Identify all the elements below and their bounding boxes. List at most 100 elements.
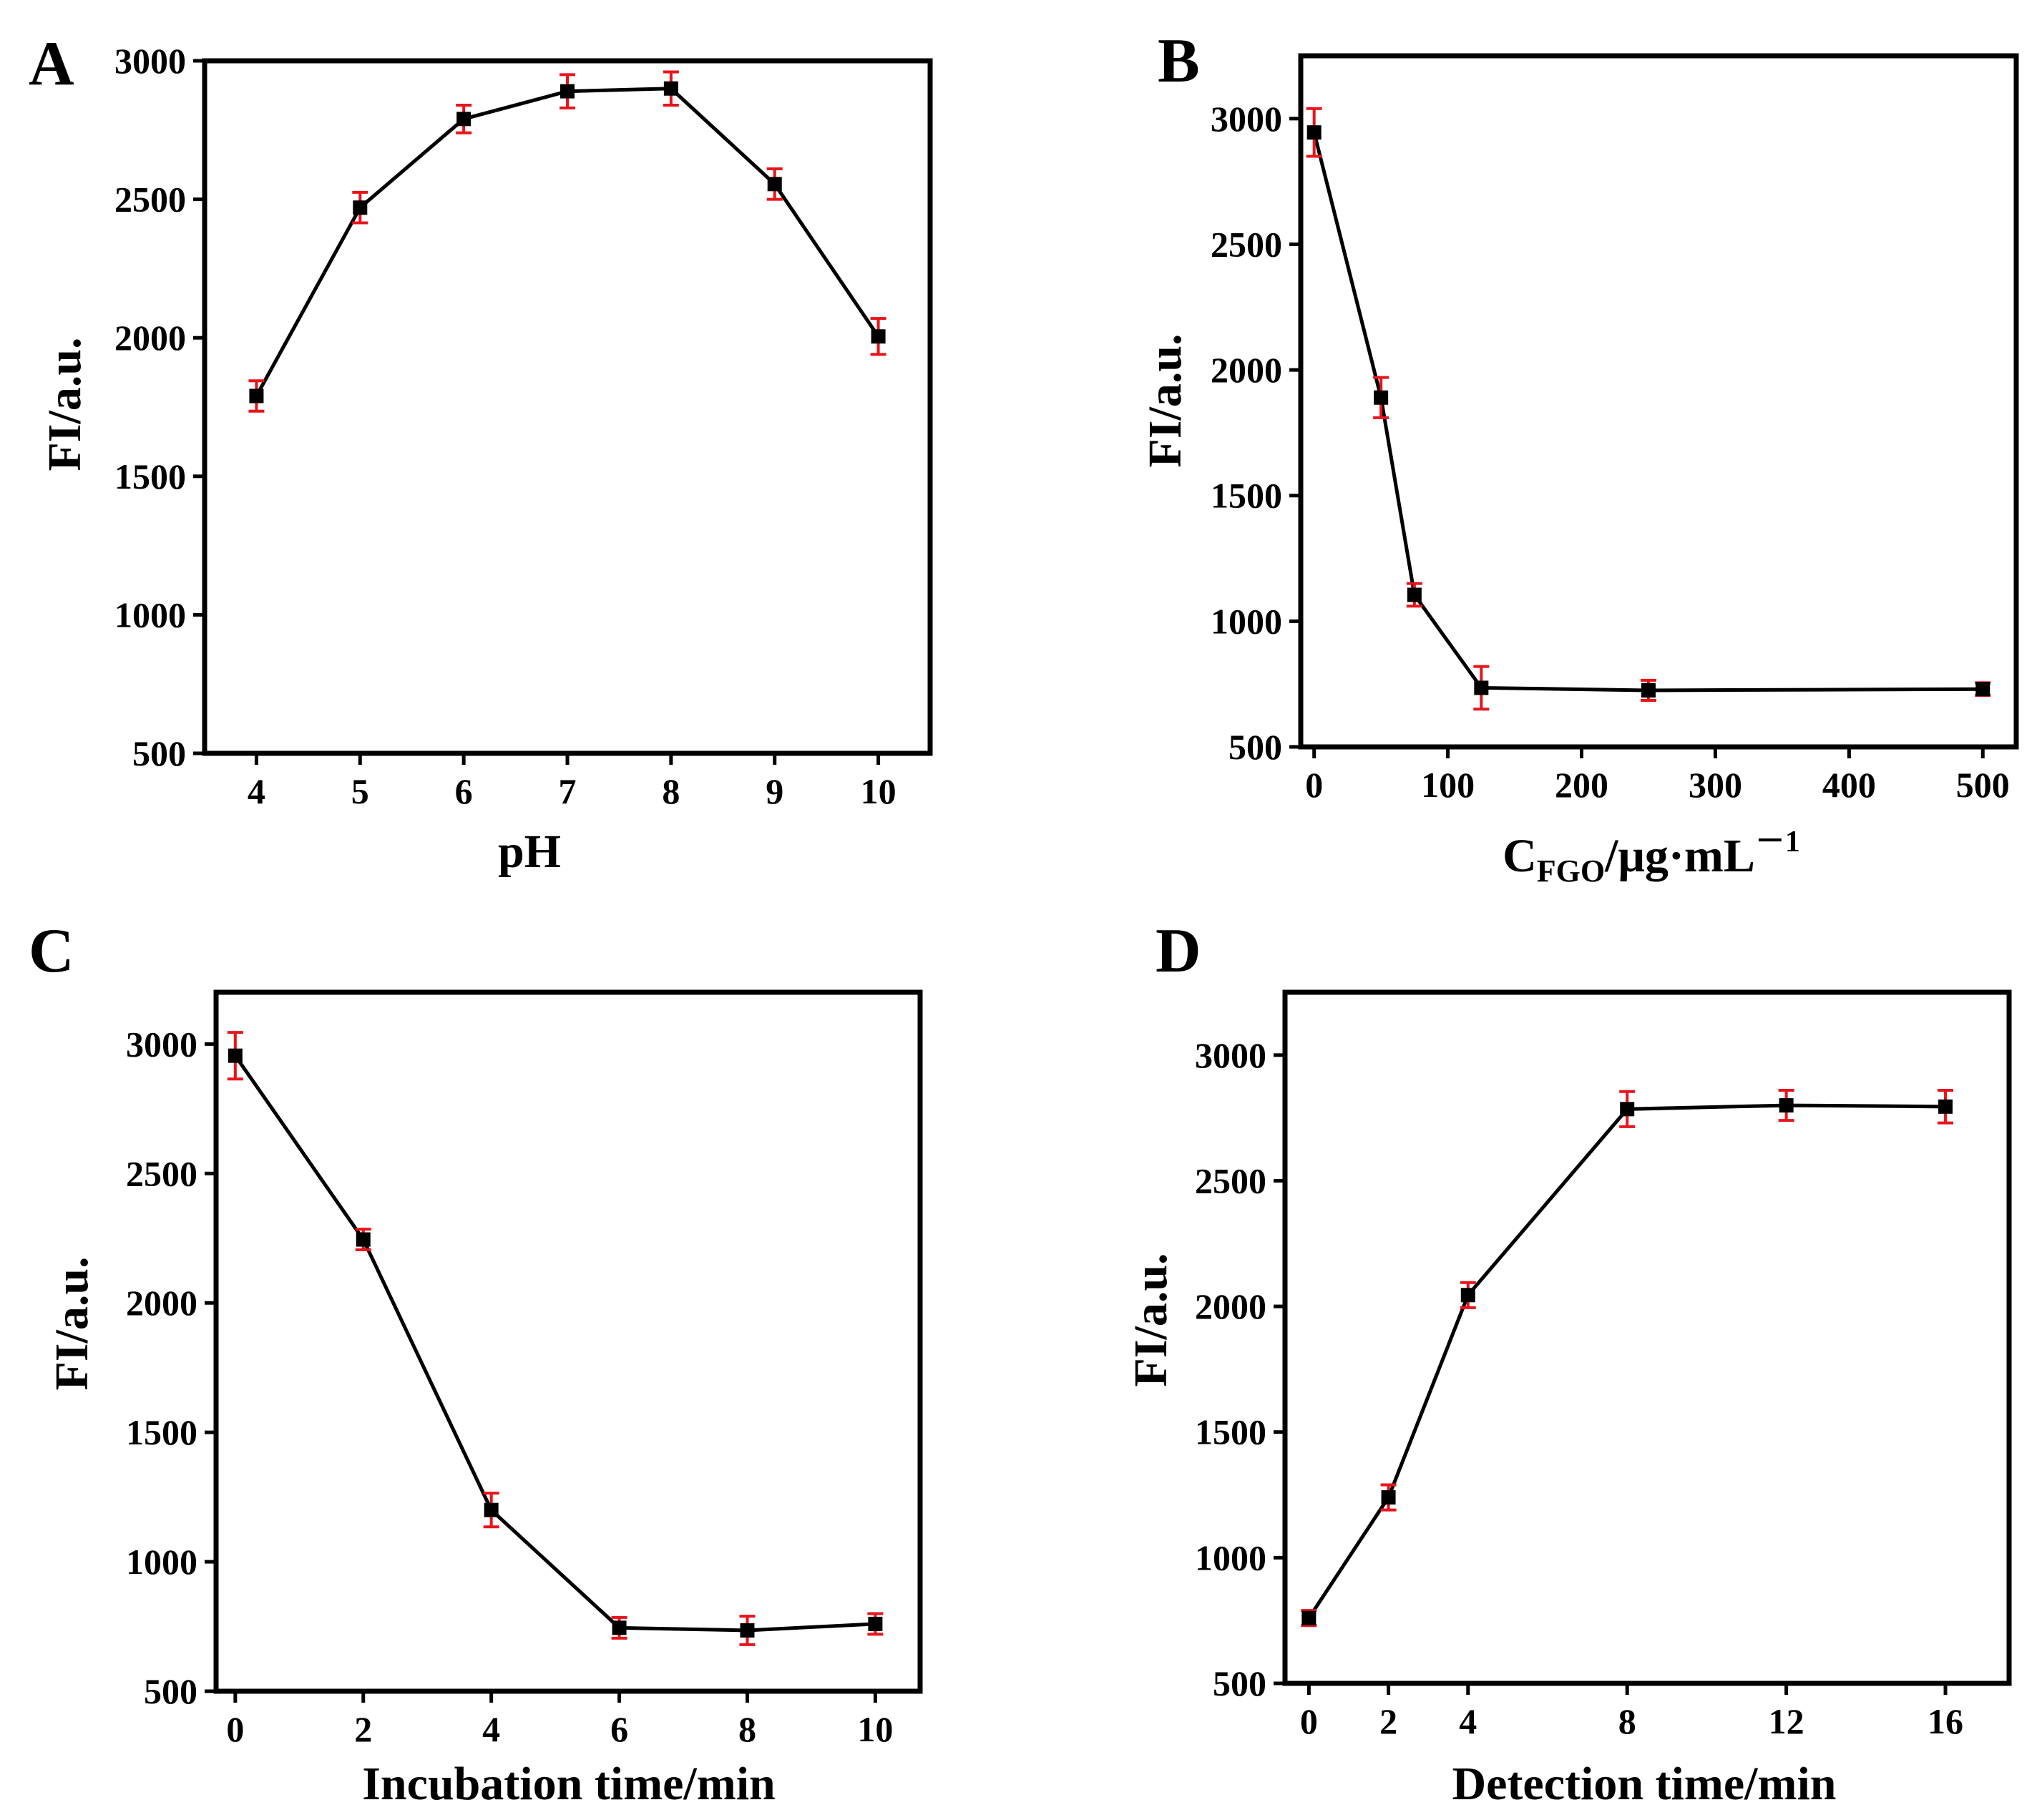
panel-d-data-point — [1301, 1610, 1316, 1625]
panel-a-x-tick-label: 8 — [662, 771, 680, 811]
panel-d-data-point — [1460, 1288, 1475, 1303]
panel-d-data-point — [1938, 1099, 1953, 1114]
panel-b-data-point — [1641, 682, 1656, 698]
panel-a-x-tick-label: 5 — [351, 771, 369, 811]
panel-b-x-axis-title-main: C — [1503, 830, 1537, 882]
panel-b-data-point — [1474, 680, 1489, 695]
panel-b-y-tick-label: 2500 — [1211, 224, 1282, 264]
panel-c-data-point — [740, 1623, 755, 1638]
panel-a-data-point — [767, 177, 782, 192]
panel-c-x-tick-label: 6 — [610, 1709, 628, 1749]
panel-b-y-tick-label: 1000 — [1211, 601, 1282, 641]
panel-a-data-point — [663, 81, 678, 96]
panel-a-series-line — [255, 87, 880, 397]
panel-d-x-tick-label: 8 — [1618, 1701, 1636, 1741]
panel-d-data-point — [1620, 1102, 1635, 1117]
panel-b-x-tick-label: 400 — [1822, 765, 1876, 805]
panel-b-plot-frame — [1298, 53, 2019, 750]
panel-d-y-tick-label: 2000 — [1195, 1286, 1266, 1326]
panel-d-label: D — [1156, 916, 1201, 986]
panel-b-x-tick-label: 0 — [1305, 765, 1323, 805]
panel-c-y-tick-label: 2500 — [126, 1153, 197, 1193]
panel-b-y-tick-label: 3000 — [1211, 99, 1282, 139]
panel-d: D 0 2 4 8 12 16 500 1000 1500 2000 2500 3000 Detect… — [1125, 916, 2012, 1810]
panel-d-data-point — [1381, 1490, 1396, 1505]
panel-d-x-tick-label: 0 — [1300, 1701, 1318, 1741]
panel-a-data-point — [249, 388, 264, 403]
panel-a-y-tick-label: 1500 — [114, 456, 186, 496]
panel-d-y-tick-label: 2500 — [1195, 1160, 1266, 1200]
panel-a-y-axis-title: FI/a.u. — [39, 337, 91, 471]
panel-a-y-tick-label: 3000 — [114, 41, 186, 81]
panel-b-x-axis-title: CFGO/μg·mL－1 — [1503, 826, 1800, 889]
panel-c-x-tick-label: 10 — [857, 1709, 893, 1749]
panel-c-x-tick-label: 4 — [482, 1709, 500, 1749]
panel-d-y-tick-label: 3000 — [1195, 1035, 1266, 1075]
panel-c-series-line — [233, 1055, 876, 1633]
panel-b-data-point — [1975, 682, 1990, 697]
panel-d-plot-frame — [1282, 989, 2012, 1686]
panel-a-x-axis-title: pH — [498, 826, 561, 878]
panel-b-x-axis-title-subscript: FGO — [1537, 853, 1605, 889]
panel-c-y-tick-label: 2000 — [126, 1283, 197, 1323]
panel-c-data-point — [484, 1502, 499, 1517]
panel-d-x-tick-label: 12 — [1769, 1701, 1804, 1741]
panel-d-series-line — [1307, 1103, 1946, 1620]
panel-b-x-axis-title-units: /μg·mL — [1604, 830, 1755, 882]
panel-d-x-tick-label: 16 — [1928, 1701, 1963, 1741]
panel-a-x-tick-label: 6 — [455, 771, 473, 811]
panel-d-x-axis-title: Detection time/min — [1452, 1758, 1837, 1810]
panel-d-plot: 0 2 4 8 12 16 500 1000 1500 2000 2500 3000 — [1195, 989, 2012, 1741]
panel-b-plot: 0 100 200 300 400 500 500 1000 1500 2000 2500 3000 — [1211, 53, 2019, 805]
panel-c-data-point — [868, 1616, 883, 1631]
panel-b-x-tick-label: 500 — [1956, 765, 2010, 805]
panel-a-plot-frame — [202, 58, 933, 756]
panel-b-y-tick-label: 1500 — [1211, 476, 1282, 516]
panel-c-data-point — [356, 1232, 371, 1247]
panel-b-x-axis-title-superscript: －1 — [1755, 826, 1800, 858]
panel-d-x-tick-label: 2 — [1379, 1701, 1397, 1741]
panel-c-data-point — [612, 1620, 627, 1635]
panel-b-label: B — [1158, 26, 1200, 96]
panel-c-y-tick-label: 1000 — [126, 1542, 197, 1582]
panel-a: A 4 5 6 7 8 9 10 500 1000 1500 2000 2500 3000 pH FI/… — [29, 29, 933, 878]
panel-c-plot: 0 2 4 6 8 10 500 1000 1500 2000 2500 3000 — [126, 989, 923, 1749]
panel-a-label: A — [29, 29, 74, 99]
panel-a-data-point — [353, 200, 368, 215]
panel-b-x-tick-label: 300 — [1689, 765, 1742, 805]
panel-a-data-point — [560, 84, 575, 99]
panel-b-data-point — [1407, 587, 1422, 602]
panel-a-y-tick-label: 500 — [132, 733, 186, 773]
panel-c-x-tick-label: 0 — [226, 1709, 244, 1749]
panel-d-y-tick-label: 1500 — [1195, 1412, 1266, 1452]
panel-c: C 0 2 4 6 8 10 500 1000 1500 2000 2500 3000 Incubat… — [29, 916, 923, 1810]
panel-a-data-point — [456, 112, 472, 127]
panel-b-y-axis-title: FI/a.u. — [1139, 333, 1191, 467]
panel-c-y-tick-label: 500 — [144, 1671, 197, 1711]
panel-a-y-tick-label: 1000 — [114, 595, 186, 635]
panel-a-x-tick-label: 10 — [861, 771, 897, 811]
panel-c-data-point — [228, 1048, 243, 1063]
panel-c-plot-frame — [213, 989, 923, 1694]
panel-b-data-point — [1306, 125, 1322, 140]
panel-b-series-line — [1312, 132, 1983, 693]
panel-b-x-tick-label: 100 — [1421, 765, 1475, 805]
panel-d-y-tick-label: 500 — [1213, 1663, 1266, 1703]
panel-b-y-tick-label: 2000 — [1211, 350, 1282, 390]
panel-c-x-tick-label: 2 — [354, 1709, 372, 1749]
panel-c-y-tick-label: 1500 — [126, 1412, 197, 1452]
panel-c-x-axis-title: Incubation time/min — [362, 1758, 776, 1810]
panel-d-y-axis-title: FI/a.u. — [1125, 1253, 1177, 1386]
panel-b-data-point — [1374, 390, 1389, 405]
panel-c-y-tick-label: 3000 — [126, 1024, 197, 1064]
panel-a-data-point — [871, 329, 886, 344]
panel-c-label: C — [29, 916, 74, 986]
panel-d-data-point — [1779, 1098, 1794, 1113]
panel-a-x-tick-label: 4 — [248, 771, 265, 811]
panel-a-y-tick-label: 2000 — [114, 318, 186, 358]
panel-a-x-tick-label: 7 — [559, 771, 577, 811]
panel-b: B 0 100 200 300 400 500 500 1000 1500 2000 2500 300… — [1139, 26, 2019, 889]
panel-a-y-tick-label: 2500 — [114, 180, 186, 220]
panel-c-x-tick-label: 8 — [738, 1709, 756, 1749]
